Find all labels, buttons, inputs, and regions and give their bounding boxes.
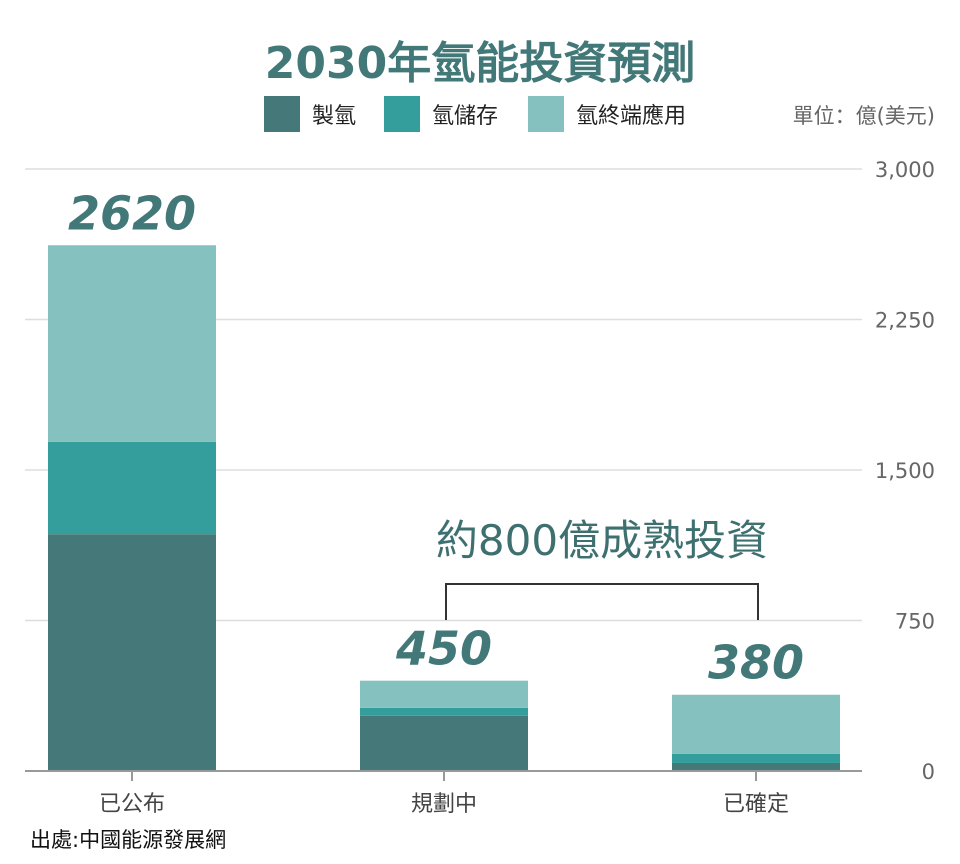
bar-segment-1-0 (360, 715, 528, 771)
source-note: 出處:中國能源發展網 (30, 828, 226, 852)
category-label-0: 已公布 (99, 792, 165, 817)
chart-title: 2030年氫能投資預測 (265, 38, 695, 89)
bar-segment-1-2 (360, 680, 528, 708)
bars (48, 245, 840, 771)
y-tick-label-2: 1,500 (875, 459, 935, 483)
legend: 製氫 氫儲存 氫終端應用 (264, 96, 686, 132)
y-axis: 0 750 1,500 2,250 3,000 (875, 158, 935, 784)
total-labels: 2620 450 380 (68, 186, 804, 689)
annotation: 約800億成熟投資 (436, 516, 768, 620)
bar-segment-0-0 (48, 534, 216, 771)
unit-label: 單位：億(美元) (793, 104, 935, 128)
legend-label-2: 氫終端應用 (576, 103, 686, 129)
y-tick-label-0: 0 (922, 760, 935, 784)
x-axis: 已公布 規劃中 已確定 (25, 770, 862, 817)
bar-segment-2-1 (672, 753, 840, 763)
category-label-1: 規劃中 (411, 792, 477, 817)
bar-segment-0-2 (48, 245, 216, 442)
bar-segment-2-0 (672, 762, 840, 771)
legend-swatch-1 (384, 96, 420, 132)
y-tick-label-1: 750 (895, 610, 935, 634)
bar-segment-2-2 (672, 694, 840, 754)
total-label-1: 450 (395, 622, 492, 676)
annotation-text: 約800億成熟投資 (436, 516, 768, 565)
bar-segment-1-1 (360, 707, 528, 716)
y-tick-label-4: 3,000 (875, 158, 935, 182)
annotation-bracket (445, 583, 759, 620)
legend-swatch-2 (528, 96, 564, 132)
legend-label-1: 氫儲存 (432, 104, 498, 129)
legend-label-0: 製氫 (312, 104, 356, 129)
bar-segment-0-1 (48, 441, 216, 535)
category-label-2: 已確定 (723, 792, 789, 817)
total-label-0: 2620 (68, 186, 196, 240)
total-label-2: 380 (708, 636, 804, 690)
y-tick-label-3: 2,250 (875, 309, 935, 333)
legend-swatch-0 (264, 96, 300, 132)
